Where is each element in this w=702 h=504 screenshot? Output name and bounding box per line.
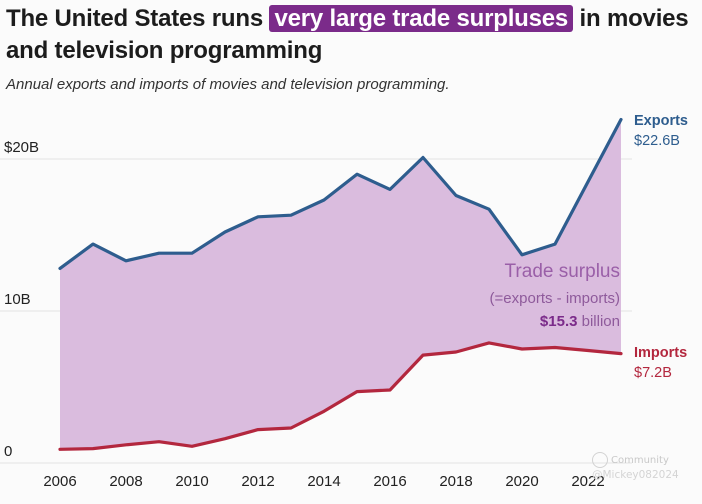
- imports-line: [58, 341, 623, 451]
- imports-end-label: Imports: [634, 345, 687, 361]
- trade-surplus-area: [60, 119, 621, 450]
- y-tick-label: 10B: [4, 291, 31, 308]
- title-text-after: in movies and television programming: [6, 5, 689, 64]
- title-text-before: The United States runs: [6, 5, 263, 32]
- surplus-annotation-formula: (=exports - imports): [490, 290, 620, 307]
- watermark-logo-icon: [592, 452, 608, 468]
- watermark-line2: @Mickey082024: [592, 469, 679, 481]
- exports-line: [58, 117, 623, 270]
- exports-end-value: $22.6B: [634, 133, 680, 149]
- surplus-annotation-label: Trade surplus: [505, 261, 620, 282]
- x-tick-label: 2008: [109, 473, 142, 490]
- exports-end-label: Exports: [634, 113, 688, 129]
- watermark-line1: Community: [611, 455, 669, 466]
- x-tick-label: 2006: [43, 473, 76, 490]
- title-highlight: very large trade surpluses: [269, 5, 574, 32]
- y-tick-label: $20B: [4, 139, 39, 156]
- y-tick-label: 0: [4, 443, 12, 460]
- x-tick-label: 2010: [175, 473, 208, 490]
- watermark: Community @Mickey082024: [592, 452, 679, 482]
- x-tick-label: 2022: [571, 473, 604, 490]
- x-tick-label: 2014: [307, 473, 340, 490]
- surplus-value-bold: $15.3: [540, 313, 578, 330]
- chart-title: The United States runs very large trade …: [6, 3, 696, 67]
- x-tick-label: 2020: [505, 473, 538, 490]
- x-tick-label: 2012: [241, 473, 274, 490]
- surplus-value-unit: billion: [577, 313, 620, 330]
- surplus-annotation-value: $15.3 billion: [540, 313, 620, 330]
- x-tick-label: 2018: [439, 473, 472, 490]
- imports-end-value: $7.2B: [634, 365, 672, 381]
- x-tick-label: 2016: [373, 473, 406, 490]
- chart-subtitle: Annual exports and imports of movies and…: [6, 76, 450, 93]
